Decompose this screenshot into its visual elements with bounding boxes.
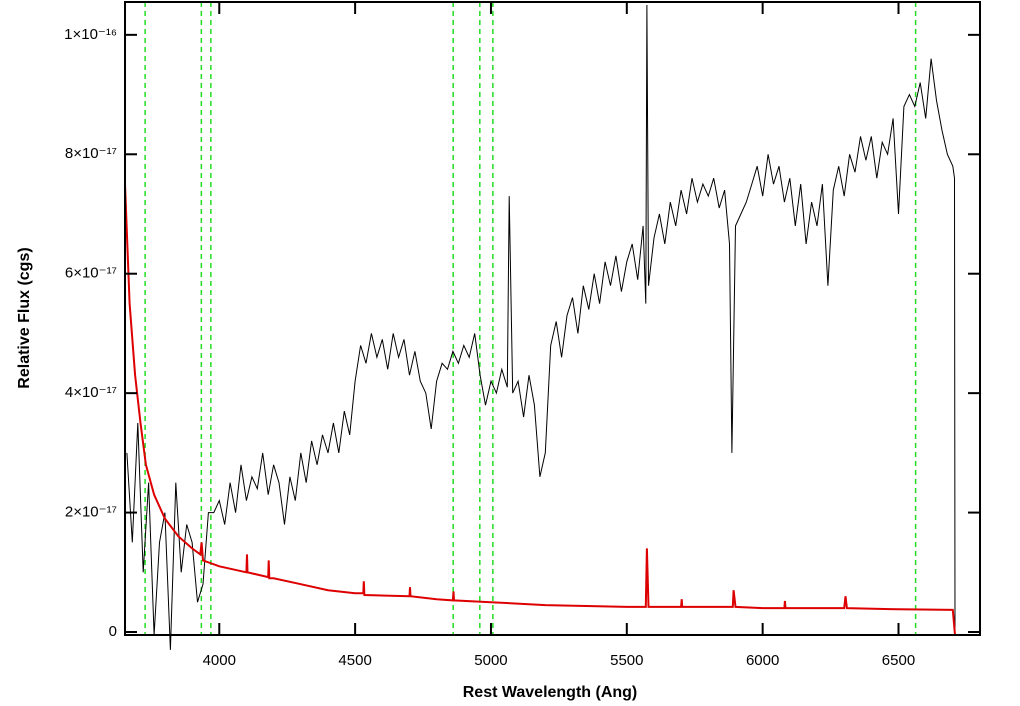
plot-frame <box>124 1 981 636</box>
x-tick-label: 6000 <box>746 652 779 669</box>
x-axis-title: Rest Wavelength (Ang) <box>463 684 638 701</box>
y-tick-label: 8×10⁻¹⁷ <box>65 145 117 162</box>
x-tick-label: 5000 <box>474 652 507 669</box>
x-tick-label: 5500 <box>610 652 643 669</box>
y-tick-label: 4×10⁻¹⁷ <box>65 384 117 401</box>
y-axis-title: Relative Flux (cgs) <box>16 247 33 388</box>
y-tick-label: 2×10⁻¹⁷ <box>65 504 117 521</box>
x-tick-label: 4000 <box>203 652 236 669</box>
y-tick-label: 6×10⁻¹⁷ <box>65 265 117 282</box>
spectrum-line <box>126 4 980 650</box>
spectrum-line <box>124 184 980 636</box>
x-tick-label: 4500 <box>338 652 371 669</box>
y-tick-label: 1×10⁻¹⁶ <box>64 26 117 43</box>
y-tick-label: 0 <box>109 623 117 640</box>
x-tick-label: 6500 <box>882 652 915 669</box>
